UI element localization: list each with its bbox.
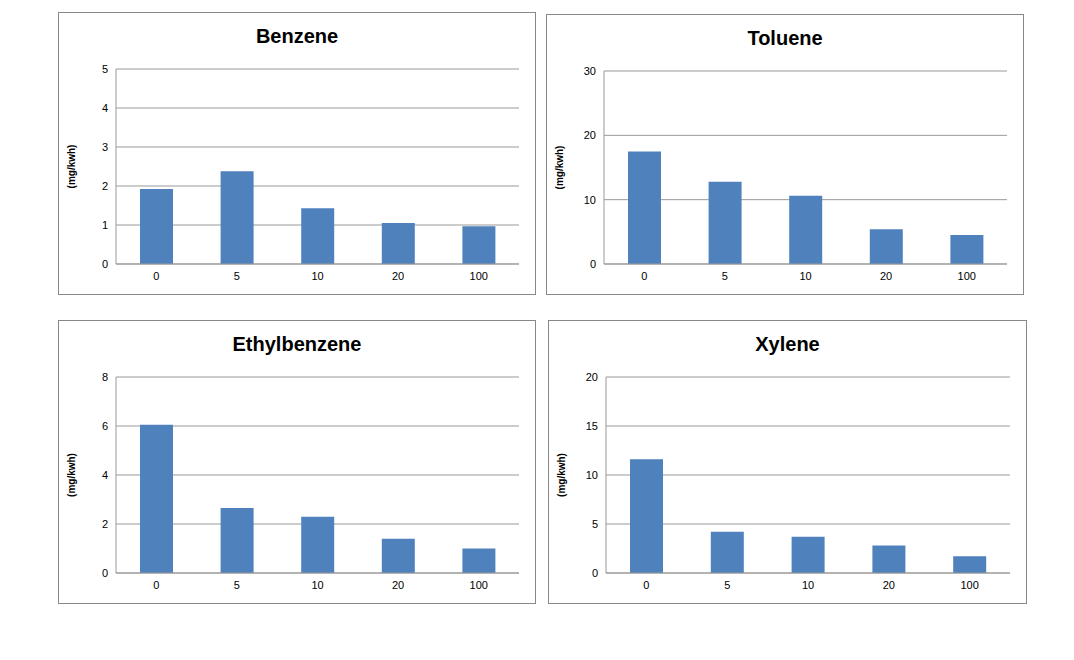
svg-text:(mg/kwh): (mg/kwh) <box>66 453 77 497</box>
html-text:Toluene: Toluene <box>747 27 823 49</box>
svg-text:8: 8 <box>102 371 108 383</box>
html-text:Ethylbenzene: Ethylbenzene <box>232 333 362 355</box>
svg-text:0: 0 <box>102 258 108 270</box>
svg-text:20: 20 <box>883 579 895 591</box>
svg-text:0: 0 <box>641 270 647 282</box>
svg-text:(mg/kwh): (mg/kwh) <box>556 453 567 497</box>
svg-text:100: 100 <box>470 579 488 591</box>
svg-text:0: 0 <box>102 567 108 579</box>
svg-text:10: 10 <box>799 270 811 282</box>
svg-text:100: 100 <box>958 270 976 282</box>
html-text:Xylene: Xylene <box>755 333 820 355</box>
svg-text:100: 100 <box>470 270 488 282</box>
svg-text:4: 4 <box>102 102 108 114</box>
html-text:Benzene: Benzene <box>255 25 339 47</box>
svg-text:10: 10 <box>584 194 596 206</box>
svg-text:2: 2 <box>102 518 108 530</box>
svg-text:3: 3 <box>102 141 108 153</box>
svg-text:0: 0 <box>153 579 159 591</box>
svg-text:0: 0 <box>592 567 598 579</box>
svg-text:10: 10 <box>802 579 814 591</box>
svg-text:5: 5 <box>592 518 598 530</box>
svg-text:0: 0 <box>643 579 649 591</box>
svg-text:5: 5 <box>234 270 240 282</box>
svg-text:100: 100 <box>960 579 978 591</box>
svg-text:30: 30 <box>584 65 596 77</box>
svg-text:2: 2 <box>102 180 108 192</box>
svg-text:20: 20 <box>392 579 404 591</box>
svg-text:10: 10 <box>311 270 323 282</box>
svg-text:5: 5 <box>722 270 728 282</box>
svg-text:1: 1 <box>102 219 108 231</box>
svg-text:5: 5 <box>234 579 240 591</box>
svg-text:20: 20 <box>586 371 598 383</box>
svg-text:20: 20 <box>392 270 404 282</box>
svg-text:20: 20 <box>880 270 892 282</box>
svg-text:5: 5 <box>724 579 730 591</box>
svg-text:4: 4 <box>102 469 108 481</box>
svg-text:(mg/kwh): (mg/kwh) <box>66 145 77 189</box>
svg-text:5: 5 <box>102 63 108 75</box>
svg-text:0: 0 <box>590 258 596 270</box>
svg-text:20: 20 <box>584 129 596 141</box>
svg-text:6: 6 <box>102 420 108 432</box>
svg-text:10: 10 <box>586 469 598 481</box>
svg-text:10: 10 <box>311 579 323 591</box>
svg-text:15: 15 <box>586 420 598 432</box>
svg-text:0: 0 <box>153 270 159 282</box>
svg-text:(mg/kwh): (mg/kwh) <box>554 146 565 190</box>
